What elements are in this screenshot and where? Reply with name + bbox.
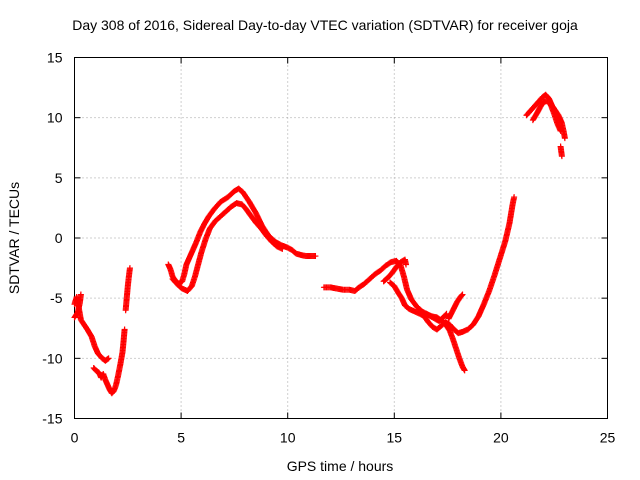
data-segment xyxy=(557,143,565,160)
data-segment xyxy=(387,194,518,337)
data-point xyxy=(104,355,111,362)
data-point xyxy=(458,292,465,299)
data-point xyxy=(279,245,286,252)
data-point xyxy=(511,194,518,201)
data-point xyxy=(312,253,319,260)
y-tick-label: 10 xyxy=(47,110,63,126)
data-segment xyxy=(122,265,133,314)
y-tick-label: -10 xyxy=(42,350,62,366)
x-tick-label: 0 xyxy=(71,430,79,446)
y-tick-labels: -15 -10 -5 0 5 10 15 xyxy=(42,50,62,427)
data-segment xyxy=(169,200,286,294)
data-segment xyxy=(529,97,564,134)
data-segment xyxy=(445,291,466,322)
data-segment xyxy=(165,185,319,287)
y-tick-label: -5 xyxy=(50,290,63,306)
data-point xyxy=(126,265,133,272)
data-segment xyxy=(423,310,468,374)
data-segment xyxy=(380,256,410,285)
data-point xyxy=(557,127,564,134)
data-segment xyxy=(71,291,84,321)
data-segment xyxy=(90,326,128,397)
data-point xyxy=(459,291,466,298)
data-point xyxy=(121,326,128,333)
data-point xyxy=(105,355,112,362)
x-tick-label: 10 xyxy=(280,430,296,446)
x-tick-label: 15 xyxy=(387,430,403,446)
data-point xyxy=(77,291,84,298)
y-axis-label: SDTVAR / TECUs xyxy=(6,182,22,294)
y-tick-label: 15 xyxy=(47,50,63,66)
x-tick-label: 25 xyxy=(600,430,616,446)
gridlines xyxy=(74,57,608,419)
data-point xyxy=(403,261,410,268)
data-point xyxy=(558,153,565,160)
y-tick-label: 5 xyxy=(55,170,63,186)
x-tick-label: 5 xyxy=(177,430,185,446)
x-tick-label: 20 xyxy=(493,430,509,446)
y-tick-label: 0 xyxy=(55,230,63,246)
y-tick-label: -15 xyxy=(42,411,62,427)
data-points xyxy=(71,91,568,397)
x-tick-labels: 0 5 10 15 20 25 xyxy=(71,430,616,446)
chart-title: Day 308 of 2016, Sidereal Day-to-day VTE… xyxy=(72,17,578,33)
x-axis-label: GPS time / hours xyxy=(287,458,394,474)
data-point xyxy=(442,311,449,318)
data-segment xyxy=(71,293,112,364)
data-point xyxy=(561,135,568,142)
axis-ticks xyxy=(74,57,608,419)
data-point xyxy=(461,367,468,374)
